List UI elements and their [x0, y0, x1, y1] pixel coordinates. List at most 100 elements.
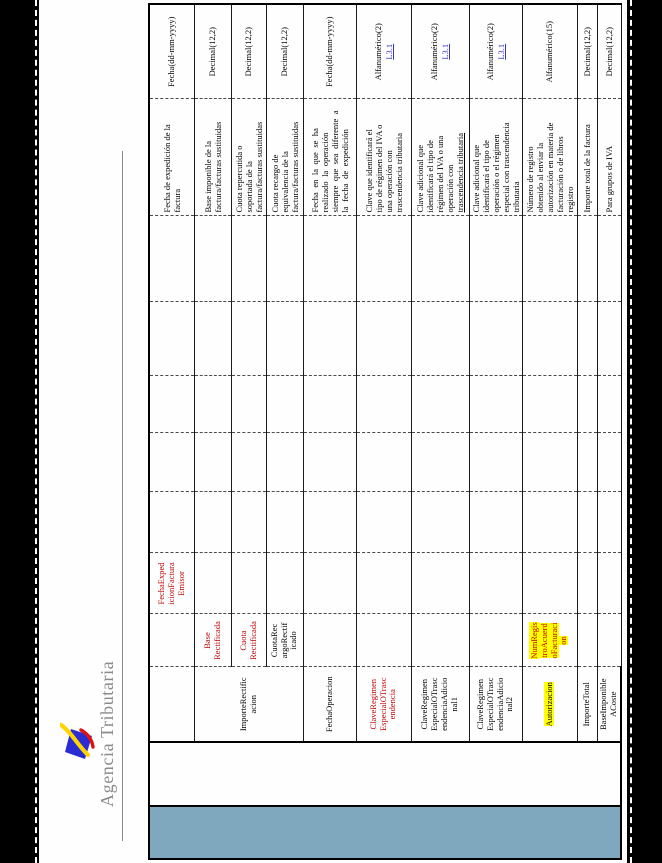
empty-cell: [411, 216, 469, 302]
type-text: Fecha(dd-mm-yyyy): [166, 16, 177, 87]
subfield-name-cell: [577, 614, 597, 667]
type-cell: Alfanumérico(2) L3.1: [356, 4, 411, 99]
table-row: FechaExped icionFactura Emisor Fecha de e…: [149, 4, 621, 859]
empty-cell: [231, 216, 266, 302]
table-row: ClaveRegimen EspecialOTrasc endenciaAdic…: [411, 4, 469, 859]
type-cell: Fecha(dd-mm-yyyy): [149, 4, 194, 99]
empty-cell: [194, 492, 231, 553]
description-cell: Importe total de la factura: [577, 99, 597, 216]
empty-cell: [266, 216, 303, 302]
empty-cell: [469, 492, 522, 553]
field-name-cell: FechaOperacion: [303, 667, 356, 742]
field-name-text: ClaveRegimen EspecialOTrasc endenciaAdic…: [419, 677, 459, 732]
table-row: Autorizacion NumRegis troAcuerd oFacturac…: [522, 4, 577, 859]
empty-cell: [597, 216, 621, 302]
scan-black-margin-top: [0, 0, 39, 863]
type-text: Alfanumérico(2): [429, 23, 439, 81]
empty-cell: [522, 492, 577, 553]
type-cell: Decimal(12,2): [231, 4, 266, 99]
empty-cell: [597, 492, 621, 553]
empty-cell: [303, 376, 356, 433]
sub2field-name-cell: [266, 553, 303, 614]
merged-group-cell: [149, 742, 621, 806]
description-cell: Cuota repercutida o soportada de la fact…: [231, 99, 266, 216]
field-name-cell: ImporteRectific acion: [194, 667, 303, 742]
empty-cell: [597, 302, 621, 376]
subfield-name-cell: [597, 614, 621, 667]
table-row: ImporteTotal Importe total de la factura D…: [577, 4, 597, 859]
subfield-name-cell: NumRegis troAcuerd oFacturaci on: [522, 614, 577, 667]
field-name-text: Cuota Rectificada: [237, 621, 258, 660]
scan-black-margin-bottom: [627, 0, 662, 863]
sub2field-name-cell: [194, 553, 231, 614]
field-name-text: CuotaRec argoRectif icado: [268, 622, 299, 659]
empty-cell: [469, 376, 522, 433]
field-name-text: ClaveRegimen EspecialOTrasc endenciaAdic…: [474, 677, 515, 732]
empty-cell: [411, 302, 469, 376]
empty-cell: [522, 433, 577, 492]
empty-cell: [231, 376, 266, 433]
empty-cell: [231, 302, 266, 376]
empty-cell: [303, 492, 356, 553]
empty-cell: [597, 376, 621, 433]
description-cell: Número de registro obtenido al enviar la…: [522, 99, 577, 216]
empty-cell: [149, 433, 194, 492]
sub2field-name-cell: [597, 553, 621, 614]
subfield-name-cell: CuotaRec argoRectif icado: [266, 614, 303, 667]
type-text: Fecha(dd-mm-yyyy): [324, 16, 334, 87]
sub2field-name-cell: [231, 553, 266, 614]
type-text: Decimal(12,2): [279, 27, 289, 77]
empty-cell: [411, 376, 469, 433]
empty-cell: [149, 376, 194, 433]
field-name-text: ImporteRectific acion: [237, 677, 258, 732]
empty-cell: [149, 492, 194, 553]
empty-cell: [266, 376, 303, 433]
list-ref-link[interactable]: L3.1: [383, 43, 394, 60]
empty-cell: [194, 433, 231, 492]
type-text: Decimal(12,2): [243, 27, 253, 77]
empty-cell: [411, 492, 469, 553]
empty-cell: [522, 302, 577, 376]
empty-cell: [303, 216, 356, 302]
table-row: BaseImponible ACoste Para grupos de IVA De…: [597, 4, 621, 859]
blue-band-column-cell: [149, 806, 621, 859]
subfield-name-cell: [469, 614, 522, 667]
empty-cell: [194, 216, 231, 302]
sub2field-name-cell: [356, 553, 411, 614]
type-text: Decimal(12,2): [207, 27, 217, 77]
type-cell: Decimal(12,2): [194, 4, 231, 99]
type-text: Alfanumérico(2): [372, 23, 383, 81]
field-name-cell: Autorizacion: [522, 667, 577, 742]
list-ref-link[interactable]: L3.1: [440, 43, 450, 60]
empty-cell: [266, 302, 303, 376]
empty-cell: [356, 216, 411, 302]
list-ref-link[interactable]: L3.1: [495, 43, 506, 60]
subfield-name-cell: [356, 614, 411, 667]
empty-cell: [149, 302, 194, 376]
empty-cell: [469, 216, 522, 302]
empty-cell: [577, 433, 597, 492]
type-cell: Alfanumérico(2) L3.1: [411, 4, 469, 99]
type-text: Alfanumérico(2): [484, 23, 495, 81]
field-name-cell: ClaveRegimen EspecialOTrasc endencia: [356, 667, 411, 742]
type-cell: Alfanumérico(2) L3.1: [469, 4, 522, 99]
empty-cell: [194, 302, 231, 376]
type-text: Decimal(12,2): [603, 27, 614, 77]
description-cell: Fecha en la que se ha realizado la opera…: [303, 99, 356, 216]
description-cell: Fecha de expedición de la factura: [149, 99, 194, 216]
description-cell: Base imponible de la factura/facturas su…: [194, 99, 231, 216]
type-cell: Alfanumérico(15): [522, 4, 577, 99]
table-row: FechaOperacion Fecha en la que se ha real…: [303, 4, 356, 859]
sub2field-name-cell: [577, 553, 597, 614]
field-name-text: NumRegis troAcuerd oFacturaci on: [528, 622, 569, 659]
empty-cell: [303, 433, 356, 492]
agencia-tributaria-logo: [60, 722, 95, 759]
field-name-cell: ImporteTotal: [577, 667, 597, 742]
field-name-cell: ClaveRegimen EspecialOTrasc endenciaAdic…: [411, 667, 469, 742]
field-name-text: FechaOperacion: [323, 676, 334, 733]
empty-cell: [356, 433, 411, 492]
empty-cell: [597, 433, 621, 492]
type-text: Alfanumérico(15): [544, 21, 554, 83]
field-name-text: Base Rectificada: [201, 621, 222, 660]
